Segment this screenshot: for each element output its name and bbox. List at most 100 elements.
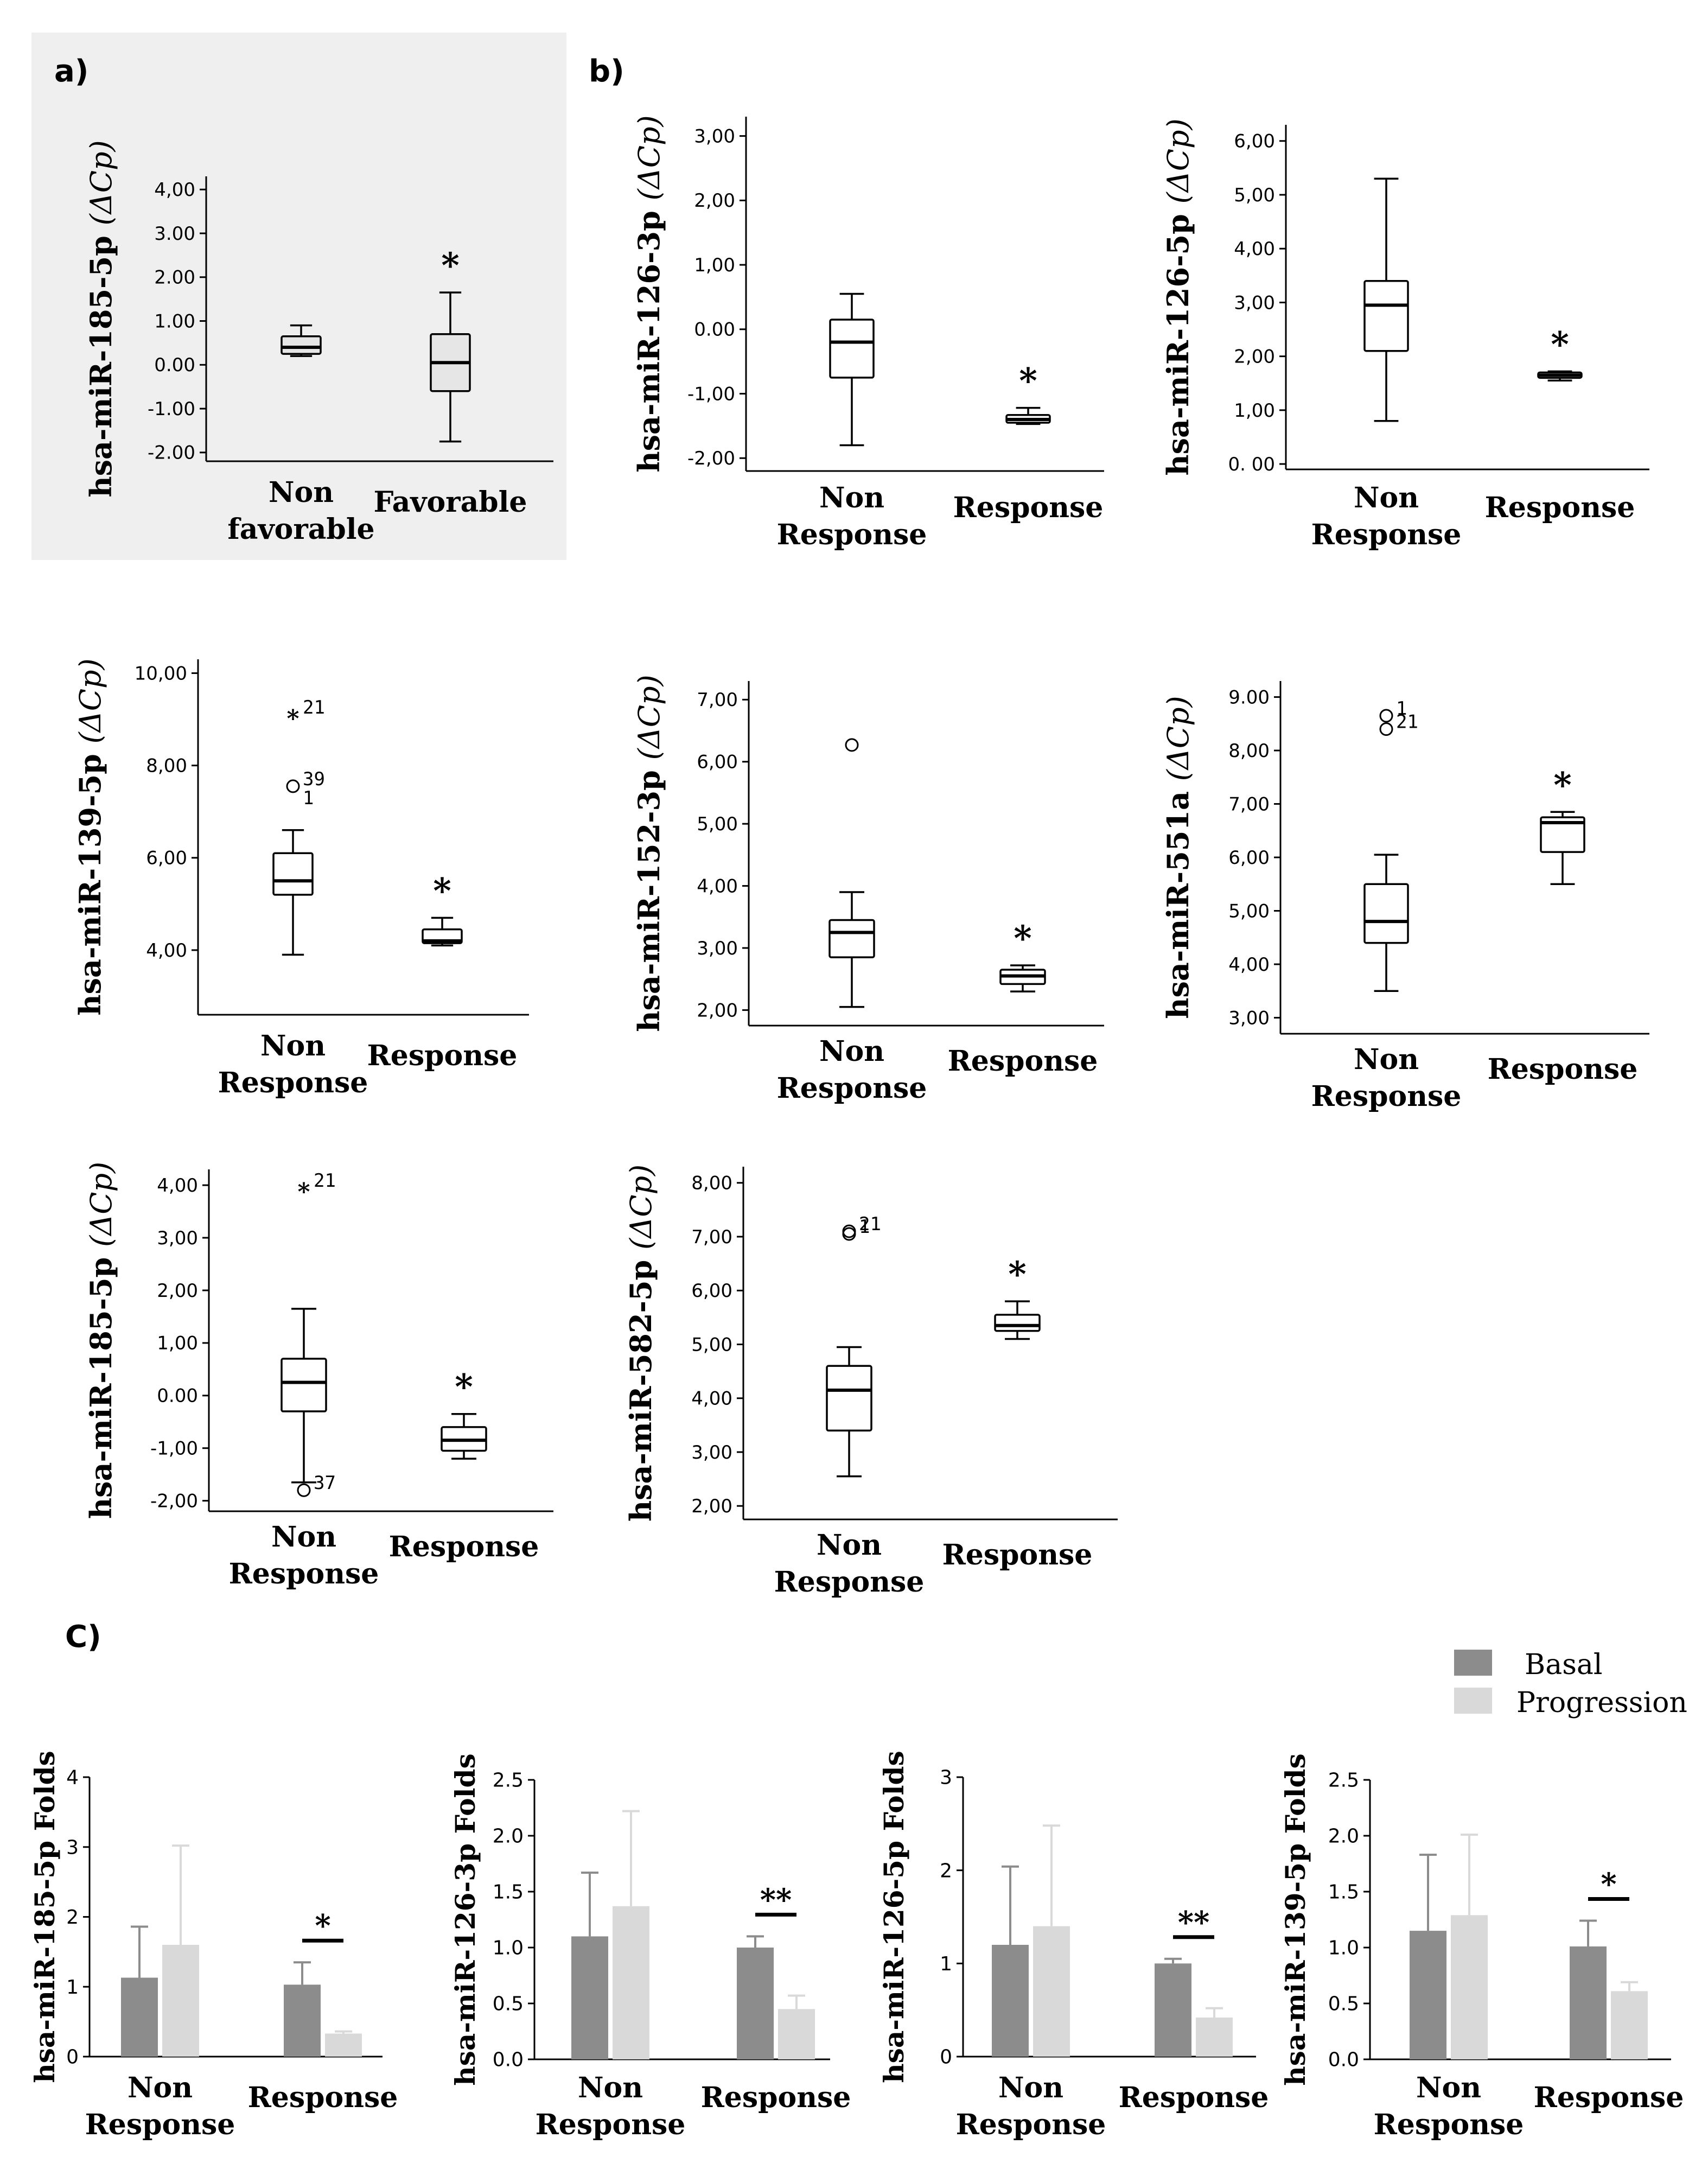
outlier-circle — [845, 738, 859, 752]
y-tick-label: -1,00 — [150, 1438, 198, 1460]
y-tick-label: 6,00 — [1228, 847, 1270, 869]
category-label: Non — [819, 481, 884, 514]
y-tick-label: 2.5 — [493, 1770, 524, 1792]
outlier-circle — [297, 1483, 311, 1497]
y-axis-title: hsa-miR-139-5p Folds — [1279, 1753, 1311, 2085]
category-label: Non — [1416, 2071, 1481, 2104]
y-tick-label: 5,00 — [1228, 900, 1270, 922]
panel-label-a: a) — [54, 54, 88, 89]
y-axis-title-text: hsa-miR-551a — [1161, 781, 1195, 1019]
chart-7: 4,00 3,00 2,00 1,00 0.00 -1,00 -2,00 hsa-miR-18… — [84, 1162, 553, 1590]
significance-marker: * — [1551, 324, 1569, 365]
y-tick-label: 5,00 — [1234, 184, 1275, 206]
bar-basal — [1570, 1946, 1607, 2059]
chart-8: 8,00 7,00 6,00 5,00 4,00 3,00 2,00 hsa-miR-582-… — [623, 1165, 1118, 1599]
bar-progression — [778, 2009, 815, 2059]
significance-marker: * — [1008, 1254, 1026, 1295]
bar-basal — [571, 1936, 608, 2059]
y-axis-title-unit: (ΔCp) — [84, 1162, 118, 1247]
chart-5: 7,00 6,00 5,00 4,00 3,00 2,00 hsa-miR-152-3p (… — [632, 675, 1104, 1105]
category-label: Response — [774, 1566, 925, 1599]
box — [994, 1314, 1041, 1332]
category-label: Response — [389, 1530, 539, 1563]
legend-swatch-basal — [1454, 1650, 1492, 1676]
y-tick-label: 0.0 — [493, 2049, 524, 2071]
bar-basal — [121, 1977, 158, 2057]
box — [829, 319, 875, 379]
y-tick-label: 3,00 — [694, 126, 735, 148]
significance-marker: * — [1601, 1867, 1616, 1903]
legend-swatch-progression — [1454, 1688, 1492, 1714]
y-tick-label: 2.5 — [1328, 1770, 1359, 1792]
legend-label-basal: Basal — [1525, 1649, 1603, 1681]
y-tick-label: 3 — [66, 1836, 79, 1859]
y-tick-label: 1,00 — [157, 1333, 198, 1354]
y-tick-label: 8,00 — [691, 1173, 732, 1194]
y-tick-label: 4,00 — [157, 1175, 198, 1197]
category-label: favorable — [227, 513, 374, 546]
box — [826, 1365, 872, 1432]
chart-4: 10,00 8,00 6,00 4,00 hsa-miR-139-5p (ΔCp) Non… — [73, 658, 529, 1099]
category-label: Non — [260, 1029, 326, 1062]
y-tick-label: 8,00 — [146, 755, 187, 777]
significance-marker: ** — [1178, 1905, 1210, 1940]
chart-11: 3 2 1 0 hsa-miR-126-5p Folds Non Response Respo… — [878, 1751, 1269, 2141]
category-label: Non — [271, 1520, 336, 1554]
legend-label-progression: Progression — [1516, 1687, 1687, 1719]
category-label: Non — [819, 1035, 884, 1068]
y-tick-label: 4,00 — [1234, 238, 1275, 260]
y-tick-label: 0.00 — [694, 319, 735, 341]
y-axis-title: hsa-miR-126-3p Folds — [449, 1753, 481, 2085]
outlier-label: 39 — [303, 768, 325, 790]
bar-basal — [992, 1945, 1029, 2057]
y-tick-label: 2 — [66, 1906, 79, 1929]
category-label: Response — [229, 1557, 379, 1590]
y-axis-title: hsa-miR-139-5p (ΔCp) — [73, 658, 107, 1015]
y-tick-label: -1.00 — [148, 398, 195, 420]
y-axis-title-unit: (ΔCp) — [1161, 118, 1195, 203]
y-axis-title-text: hsa-miR-139-5p — [73, 743, 107, 1015]
y-tick-label: 5,00 — [691, 1334, 732, 1356]
y-tick-label: -2,00 — [150, 1491, 198, 1512]
significance-marker: * — [1553, 765, 1571, 805]
bar-basal — [1155, 1963, 1191, 2057]
outlier-label: 1 — [1396, 698, 1407, 720]
significance-marker: * — [433, 870, 451, 911]
y-axis-title: hsa-miR-551a (ΔCp) — [1161, 696, 1195, 1019]
y-tick-label: 2,00 — [157, 1280, 198, 1302]
chart-10: 2.5 2.0 1.5 1.0 0.5 0.0 hsa-miR-126-3p Folds No… — [449, 1753, 851, 2141]
bar-progression — [613, 1906, 649, 2059]
category-label: Non — [128, 2071, 193, 2104]
category-label: Non — [1354, 1043, 1419, 1076]
outlier-label: 21 — [303, 697, 325, 718]
box — [281, 1358, 327, 1413]
y-tick-label: 0.00 — [154, 354, 195, 376]
significance-marker: * — [1019, 361, 1037, 402]
y-tick-label: 2,00 — [1234, 346, 1275, 368]
panel-label-b: b) — [589, 54, 624, 89]
y-tick-label: 4,00 — [154, 179, 195, 201]
category-label: Response — [701, 2081, 851, 2114]
y-tick-label: 1.5 — [493, 1881, 524, 1904]
category-label: Response — [1311, 518, 1462, 551]
y-tick-label: 0.5 — [493, 1993, 524, 2015]
y-tick-label: 1.5 — [1328, 1881, 1359, 1904]
outlier-circle — [842, 1224, 856, 1238]
y-tick-label: -2,00 — [687, 448, 735, 469]
box — [272, 852, 314, 896]
y-tick-label: 4,00 — [691, 1388, 732, 1410]
y-tick-label: 3,00 — [1234, 292, 1275, 314]
y-tick-label: 7,00 — [691, 1226, 732, 1248]
category-label: Response — [777, 518, 927, 551]
bar-progression — [1451, 1915, 1488, 2059]
category-label: Response — [1485, 491, 1635, 524]
y-axis-title: hsa-miR-185-5p (ΔCp) — [84, 140, 118, 497]
bar-basal — [737, 1948, 774, 2059]
significance-marker: * — [455, 1367, 473, 1408]
y-axis-title: hsa-miR-185-5p Folds — [29, 1751, 61, 2083]
box — [1363, 883, 1409, 944]
y-tick-label: 0.00 — [157, 1385, 198, 1407]
y-tick-label: 1.0 — [1328, 1937, 1359, 1959]
y-axis-title: hsa-miR-185-5p (ΔCp) — [84, 1162, 118, 1519]
y-tick-label: 4 — [66, 1767, 79, 1789]
